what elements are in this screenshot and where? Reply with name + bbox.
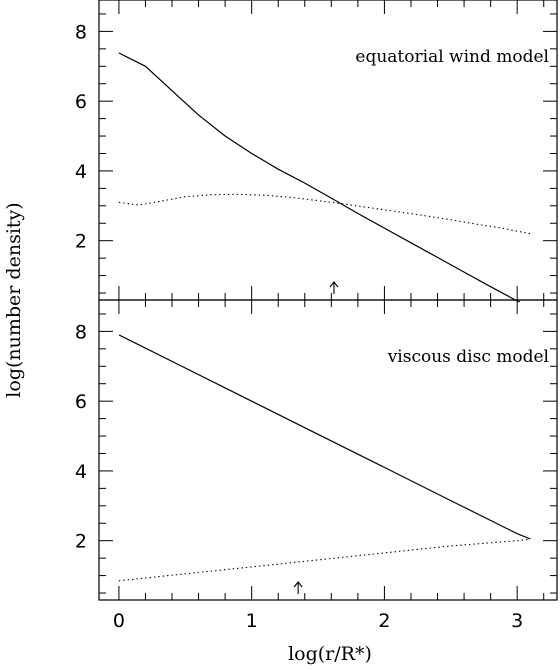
y-tick-label: 8 — [75, 21, 87, 43]
y-tick-label: 6 — [75, 91, 87, 113]
y-tick-label: 8 — [75, 321, 87, 343]
top-panel-equatorial-wind: 2 4 6 8 equatorial wind model — [75, 0, 558, 303]
y-tick-label: 6 — [75, 391, 87, 413]
y-tick-label: 4 — [75, 161, 87, 183]
y-tick-label: 2 — [75, 531, 87, 553]
series-dotted-line — [118, 193, 531, 235]
x-tick-label: 1 — [246, 610, 258, 632]
series-solid-line — [118, 334, 531, 540]
arrow-marker-icon — [293, 581, 303, 594]
y-axis-label: log(number density) — [3, 202, 25, 397]
series-dotted-line — [118, 538, 531, 582]
bottom-panel-viscous-disc: 2 4 6 8 0 1 2 3 viscous disc model — [75, 299, 558, 632]
model-annotation: equatorial wind model — [355, 47, 549, 67]
plot-frame — [98, 299, 558, 601]
x-tick-label: 0 — [113, 610, 125, 632]
y-tick-label: 4 — [75, 461, 87, 483]
y-tick-label: 2 — [75, 231, 87, 253]
x-tick-label: 3 — [511, 610, 523, 632]
series-solid-line — [118, 52, 520, 303]
plot-frame — [98, 0, 558, 301]
x-tick-label: 2 — [378, 610, 390, 632]
arrow-marker-icon — [329, 281, 339, 294]
model-annotation: viscous disc model — [387, 347, 549, 367]
x-axis-label: log(r/R*) — [288, 643, 372, 665]
